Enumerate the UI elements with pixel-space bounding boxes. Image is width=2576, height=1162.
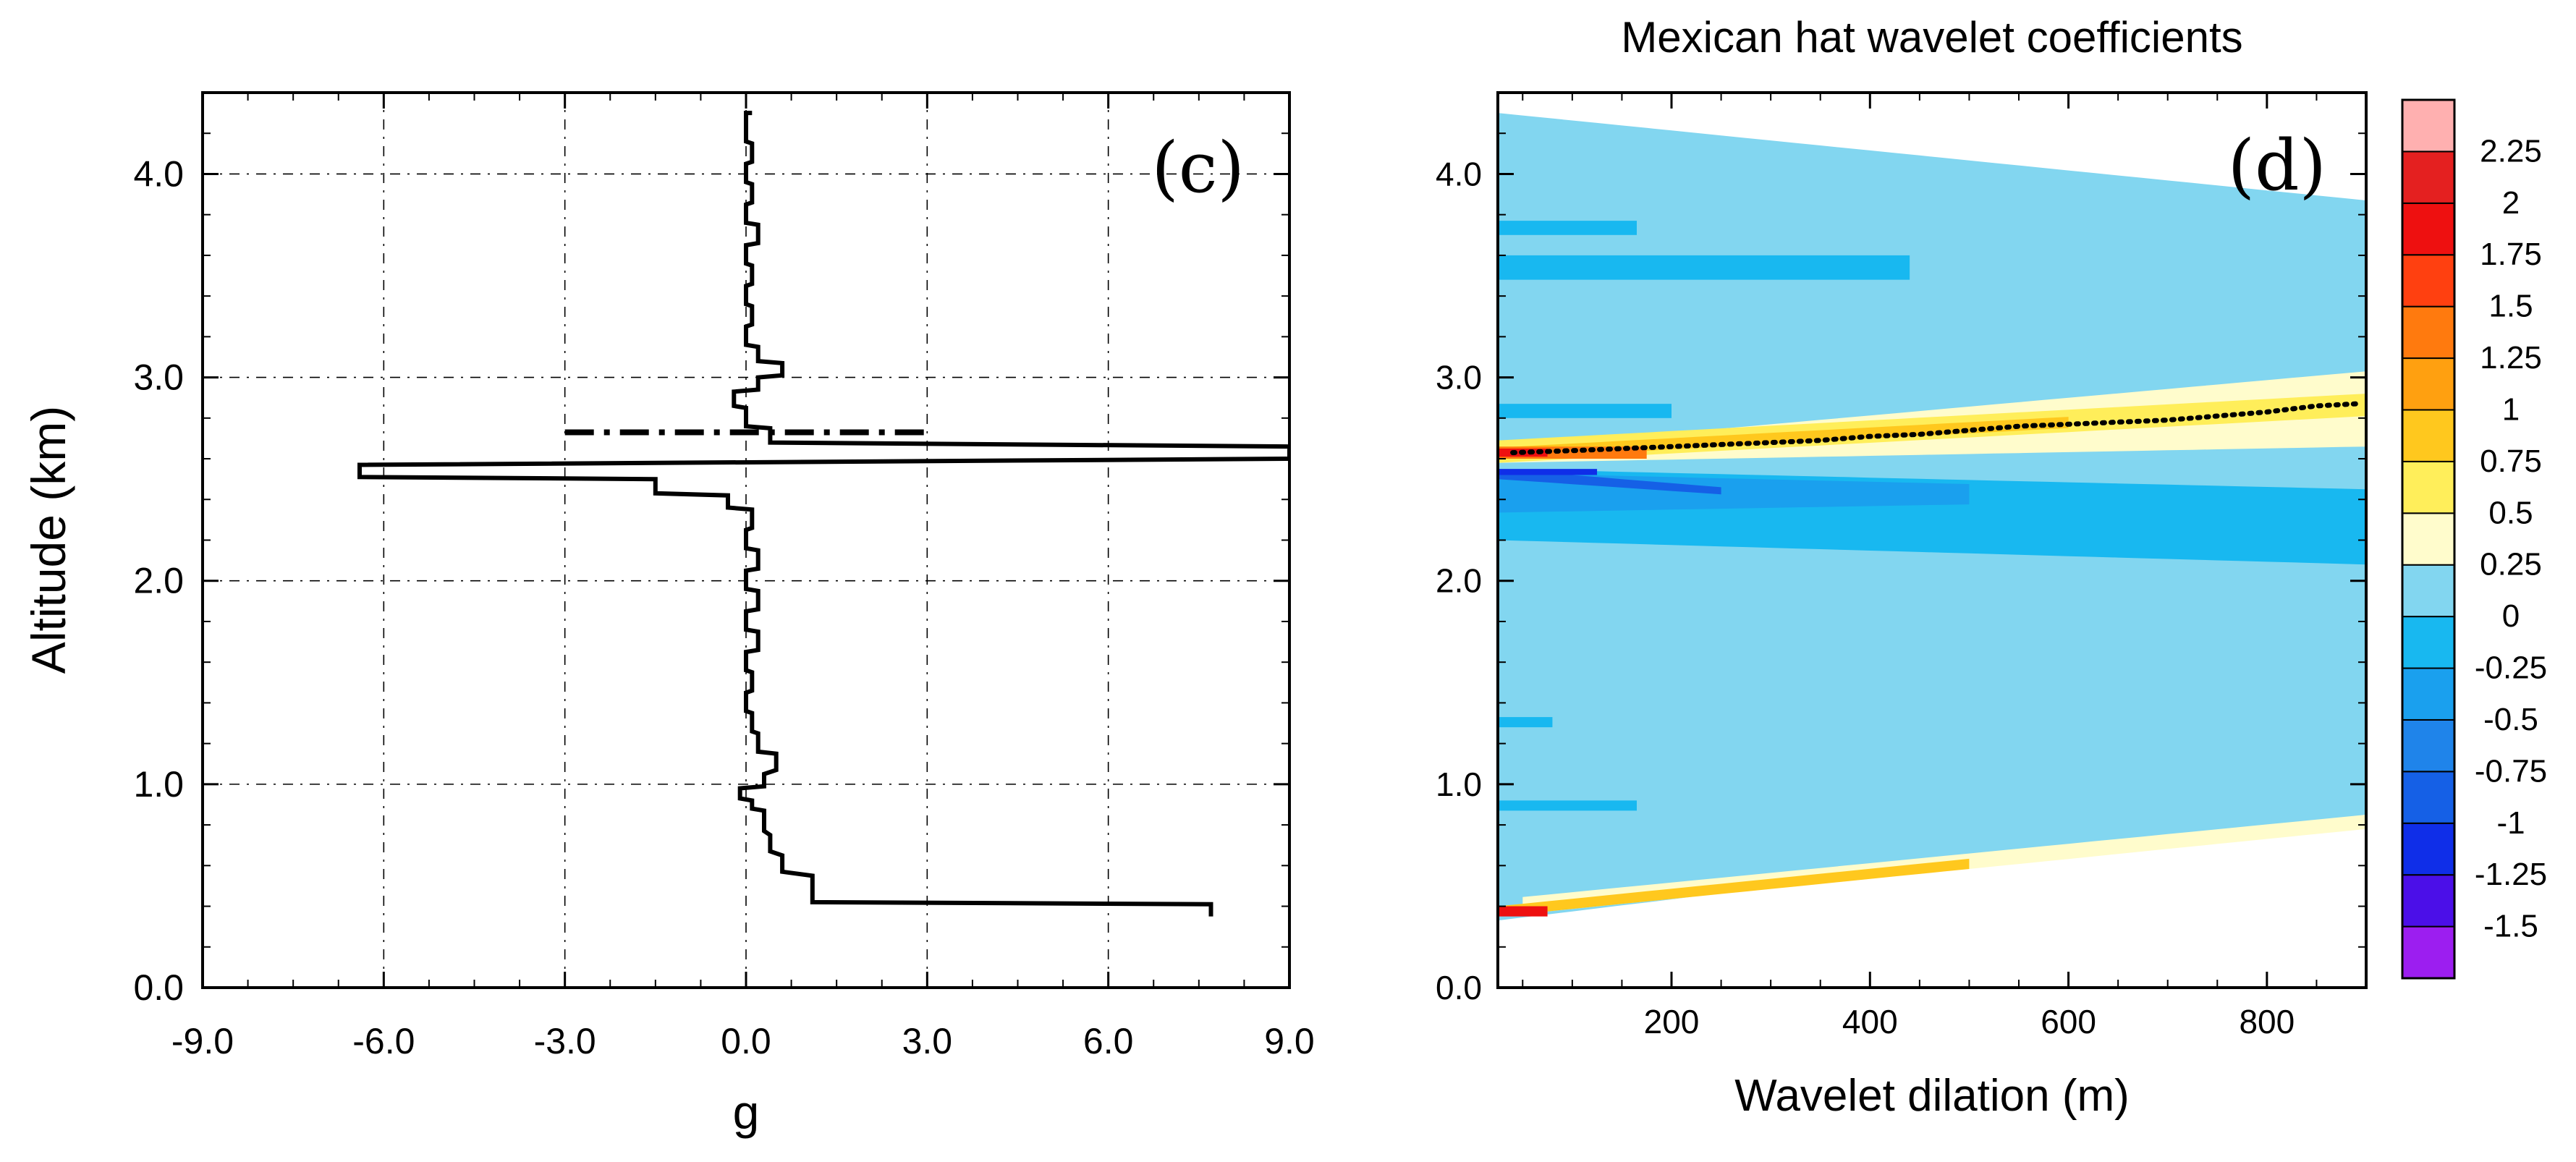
panel-c-ticks: -9.0 -6.0 -3.0 0.0 3.0 6.0 9.0 0.0 1.0 2.0 3.0 4.0 <box>133 92 1315 1061</box>
ridge-line <box>1510 401 2359 456</box>
colorbar-box <box>2402 99 2455 153</box>
colorbar-box <box>2402 822 2455 876</box>
colorbar-box <box>2402 718 2455 773</box>
x-tick-label: -6.0 <box>352 1021 415 1061</box>
colorbar-label: 1.75 <box>2480 237 2542 272</box>
colorbar-label: -1.25 <box>2475 857 2547 892</box>
x-tick-label: 6.0 <box>1083 1021 1134 1061</box>
y-tick-label: 4.0 <box>133 153 184 194</box>
y-tick-label: 1.0 <box>1436 766 1482 803</box>
colorbar-label: 1.5 <box>2488 289 2533 324</box>
negative-patch <box>1498 717 1553 728</box>
colorbar-label: -0.25 <box>2475 650 2547 686</box>
y-tick-label: 0.0 <box>1436 969 1482 1006</box>
panel-d-ticks: 200 400 600 800 0.0 1.0 2.0 3.0 4.0 <box>1436 92 2367 1040</box>
x-tick-label: -9.0 <box>171 1021 234 1061</box>
negative-patch <box>1498 404 1672 418</box>
panel-c-ylabel: Altitude (km) <box>22 406 75 674</box>
negative-patch <box>1498 800 1637 811</box>
y-tick-label: 1.0 <box>133 764 184 805</box>
bottom-positive-max <box>1498 906 1548 917</box>
colorbar-label: 2.25 <box>2480 133 2542 169</box>
colorbar-label: -0.5 <box>2483 702 2538 737</box>
panel-d-title: Mexican hat wavelet coefficients <box>1621 13 2242 62</box>
panel-d-heatmap <box>1498 113 2366 921</box>
x-tick-label: 200 <box>1644 1003 1700 1040</box>
colorbar-label: 1 <box>2502 391 2520 427</box>
y-tick-label: 3.0 <box>1436 359 1482 396</box>
colorbar-box <box>2402 874 2455 928</box>
colorbar-label: 0 <box>2502 598 2520 634</box>
colorbar-box <box>2402 409 2455 462</box>
y-tick-label: 2.0 <box>133 561 184 601</box>
colorbar-box <box>2402 564 2455 618</box>
colorbar: 2.25 2 1.75 1.5 1.25 1 0.75 0.5 0.25 0 -0.25 -0.5 -0… <box>2401 98 2547 980</box>
negative-patch <box>1498 221 1637 235</box>
colorbar-box <box>2402 305 2455 360</box>
x-tick-label: 600 <box>2041 1003 2096 1040</box>
colorbar-label: 0.25 <box>2480 547 2542 582</box>
colorbar-label: -0.75 <box>2475 753 2547 789</box>
colorbar-label: -1 <box>2496 805 2525 841</box>
panel-c-xlabel: g <box>733 1085 760 1139</box>
y-tick-label: 2.0 <box>1436 562 1482 600</box>
y-tick-label: 4.0 <box>1436 155 1482 192</box>
colorbar-box <box>2402 925 2455 980</box>
panel-c: -9.0 -6.0 -3.0 0.0 3.0 6.0 9.00.01.02.03.04.0 … <box>22 91 1315 1139</box>
negative-band-peak <box>1498 469 1721 495</box>
colorbar-label: 1.25 <box>2480 340 2542 376</box>
colorbar-label: 2 <box>2502 185 2520 221</box>
series-line-g-profile <box>357 111 1289 917</box>
colorbar-box <box>2402 771 2455 824</box>
colorbar-box <box>2402 460 2455 514</box>
colorbar-box <box>2402 254 2455 308</box>
colorbar-box <box>2402 512 2455 566</box>
panel-d-xlabel: Wavelet dilation (m) <box>1734 1071 2130 1121</box>
x-tick-label: -3.0 <box>534 1021 596 1061</box>
x-tick-label: 3.0 <box>902 1021 953 1061</box>
panel-c-label: (c) <box>1151 127 1245 208</box>
y-tick-label: 0.0 <box>133 967 184 1008</box>
colorbar-frame <box>2401 98 2456 980</box>
panel-c-series <box>357 111 1289 917</box>
panel-d: Mexican hat wavelet coefficients 200 400 6… <box>1436 13 2368 1121</box>
x-tick-label: 800 <box>2239 1003 2295 1040</box>
y-tick-label: 3.0 <box>133 357 184 398</box>
x-tick-label: 9.0 <box>1264 1021 1315 1061</box>
x-tick-label: 0.0 <box>721 1021 771 1061</box>
colorbar-box <box>2402 202 2455 256</box>
colorbar-box <box>2402 667 2455 721</box>
colorbar-box <box>2402 150 2455 204</box>
negative-patch <box>1498 255 1910 280</box>
x-tick-label: 400 <box>1842 1003 1898 1040</box>
colorbar-label: -1.5 <box>2483 909 2538 944</box>
colorbar-box <box>2402 616 2455 669</box>
colorbar-box <box>2402 357 2455 411</box>
negative-band-min <box>1498 469 1598 475</box>
panel-d-label: (d) <box>2228 125 2326 206</box>
colorbar-label: 0.5 <box>2488 495 2533 530</box>
bottom-positive-core <box>1498 858 1970 917</box>
colorbar-label: 0.75 <box>2480 444 2542 479</box>
